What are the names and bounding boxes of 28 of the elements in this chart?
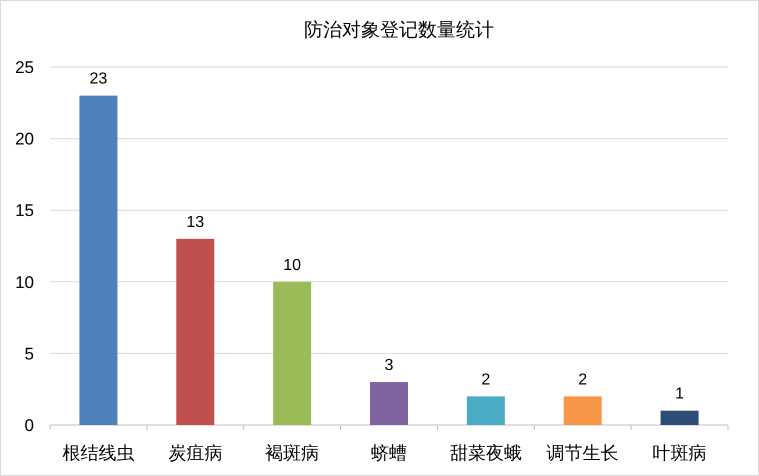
y-tick-label: 0 bbox=[24, 416, 34, 435]
bar bbox=[466, 396, 505, 425]
bar bbox=[660, 410, 699, 425]
bar bbox=[564, 396, 602, 425]
data-label: 2 bbox=[481, 371, 490, 388]
data-label: 23 bbox=[90, 70, 108, 88]
x-tick-label: 根结线虫 bbox=[62, 443, 134, 463]
data-label: 1 bbox=[675, 386, 684, 403]
y-tick-label: 15 bbox=[15, 201, 34, 220]
bar bbox=[176, 238, 214, 425]
x-tick-label: 甜菜夜蛾 bbox=[450, 443, 522, 463]
data-label: 10 bbox=[283, 256, 302, 274]
y-tick-label: 20 bbox=[15, 130, 34, 149]
bar bbox=[79, 96, 118, 425]
y-tick-label: 10 bbox=[15, 272, 34, 292]
data-label: 13 bbox=[186, 214, 204, 231]
y-tick-label: 25 bbox=[15, 58, 34, 77]
data-label: 2 bbox=[578, 371, 588, 388]
chart-title: 防治对象登记数量统计 bbox=[304, 20, 494, 41]
data-label: 3 bbox=[384, 357, 394, 374]
bar bbox=[370, 382, 408, 425]
bar bbox=[273, 282, 312, 425]
x-tick-label: 褐斑病 bbox=[265, 443, 320, 463]
y-tick-label: 5 bbox=[24, 344, 34, 364]
x-tick-label: 叶斑病 bbox=[652, 443, 707, 463]
x-tick-label: 蛴螬 bbox=[371, 443, 407, 463]
x-tick-label: 调节生长 bbox=[546, 443, 619, 463]
x-tick-label: 炭疽病 bbox=[168, 443, 222, 463]
